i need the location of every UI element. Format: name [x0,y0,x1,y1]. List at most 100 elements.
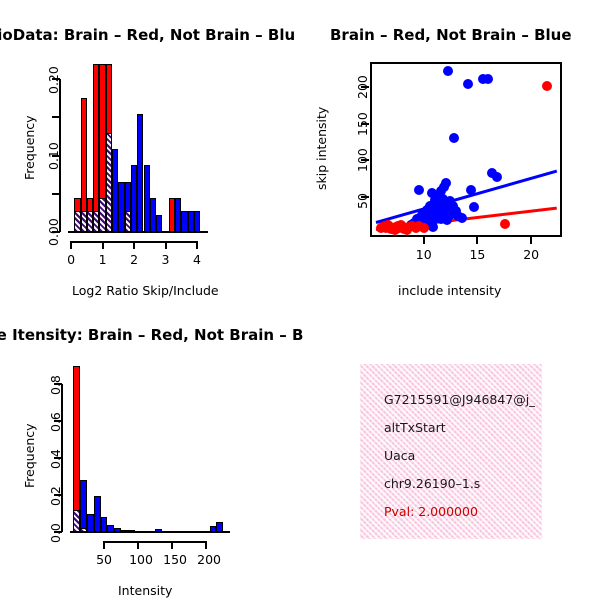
scatter-point [389,224,400,235]
scatter-point [448,133,459,144]
y-axis-line [59,79,61,232]
x-axis-tick [171,541,174,549]
histogram-bar [193,211,201,232]
histogram-bar [87,513,94,532]
x-axis-line [104,541,207,543]
x-axis-tick-label: 0 [67,252,76,267]
scatter-point [396,219,406,230]
scatter-point [445,195,456,206]
scatter-point [414,184,425,195]
plot-area-log2-ratio: 0.000.100.2001234 [46,60,208,267]
chart-title-scatter: Brain – Red, Not Brain – Blue [330,26,572,44]
y-axis-label-frequency: Frequency [22,115,37,180]
x-axis-tick [195,241,198,249]
scatter-point [457,212,468,223]
histogram-baseline [70,531,230,533]
x-axis-tick [70,241,73,249]
x-axis-tick [530,236,533,244]
scatter-point [428,221,439,232]
y-axis-tick [361,159,369,162]
plot-area-intensity: 0.00.20.40.60.850100150200 [48,360,230,567]
scatter-point [442,215,453,226]
x-axis-label-log2ratio: Log2 Ratio Skip/Include [72,283,219,298]
x-axis-tick [133,241,136,249]
y-axis-minor-tick [52,116,60,119]
y-axis-tick [54,457,62,460]
scatter-point [422,211,433,222]
scatter-point [435,213,446,224]
info-line: altTxStart [384,420,446,435]
x-axis-tick-label: 10 [415,247,432,262]
scatter-point [438,181,449,192]
y-axis-tick [361,86,369,89]
histogram-bar [156,215,163,232]
y-axis-tick-label: 50 [355,192,370,209]
panel-intensity-scatter: Brain – Red, Not Brain – Blue skip inten… [300,0,600,300]
scatter-point [427,187,438,198]
y-axis-tick [54,383,62,386]
panel-log2-ratio-histogram: atioData: Brain – Red, Not Brain – Blu F… [0,0,300,300]
panel-info: G7215591@J946847@j_ altTxStart Uaca chr9.26… [300,300,600,600]
scatter-point [443,65,454,76]
info-line: Pval: 2.000000 [384,504,478,519]
x-axis-tick-label: 150 [163,552,187,567]
y-axis-tick [54,531,62,533]
histogram-bar [73,365,81,532]
y-axis-tick [52,231,60,233]
scatter-point [402,224,413,235]
scatter-point [383,219,394,230]
y-axis-line [61,384,63,532]
x-axis-tick [103,541,106,549]
x-axis-tick [422,236,425,244]
info-line: Uaca [384,448,416,463]
scatter-point [500,219,511,230]
scatter-point [477,73,488,84]
scatter-point [465,184,476,195]
x-axis-tick [164,241,167,249]
y-axis-label-skip-intensity: skip intensity [314,106,329,190]
y-axis-tick [54,420,62,423]
histogram-bar-overlap [73,509,81,532]
y-axis-tick-label: 200 [355,75,370,100]
scatter-point [542,80,553,91]
x-axis-tick-label: 20 [523,247,540,262]
scatter-point [447,200,458,211]
info-line: chr9.26190–1.s [384,476,481,491]
scatter-point [418,223,429,234]
histogram-bar-overlap [105,132,113,232]
x-axis-tick-label: 4 [193,252,201,267]
info-annotation-box: G7215591@J946847@j_ altTxStart Uaca chr9.26… [360,364,542,539]
scatter-point [462,78,473,89]
x-axis-tick-label: 50 [96,552,112,567]
x-axis-tick [137,541,140,549]
y-axis-tick [52,154,60,157]
y-axis-tick-label: 150 [355,111,370,136]
x-axis-tick-label: 2 [130,252,139,267]
info-line: G7215591@J946847@j_ [384,392,536,407]
scatter-point [469,202,480,213]
histogram-bar-overlap [124,211,131,232]
scatter-point [445,209,456,220]
panel-intensity-histogram: ne Itensity: Brain – Red, Not Brain – B … [0,300,304,600]
y-axis-label-frequency-2: Frequency [22,423,37,488]
chart-title-log2-ratio: atioData: Brain – Red, Not Brain – Blu [0,26,296,44]
histogram-bar [93,495,101,532]
y-axis-tick-label: 100 [355,148,370,173]
x-axis-tick-label: 200 [197,552,222,567]
x-axis-label-intensity: Intensity [118,583,173,598]
x-axis-tick [101,241,104,249]
x-axis-tick-label: 100 [129,552,153,567]
y-axis-tick [54,494,62,496]
scatter-point [417,209,428,220]
scatter-point [491,171,502,182]
scatter-point [375,222,386,233]
scatter-point [430,212,441,223]
chart-title-intensity: ne Itensity: Brain – Red, Not Brain – B [0,326,304,344]
x-axis-label-include-intensity: include intensity [398,283,502,298]
histogram-bar [80,480,87,532]
y-axis-tick [361,195,369,198]
y-axis-minor-tick [52,192,60,195]
x-axis-tick-label: 15 [469,247,486,262]
x-axis-tick [205,541,208,549]
y-axis-tick [52,78,60,81]
